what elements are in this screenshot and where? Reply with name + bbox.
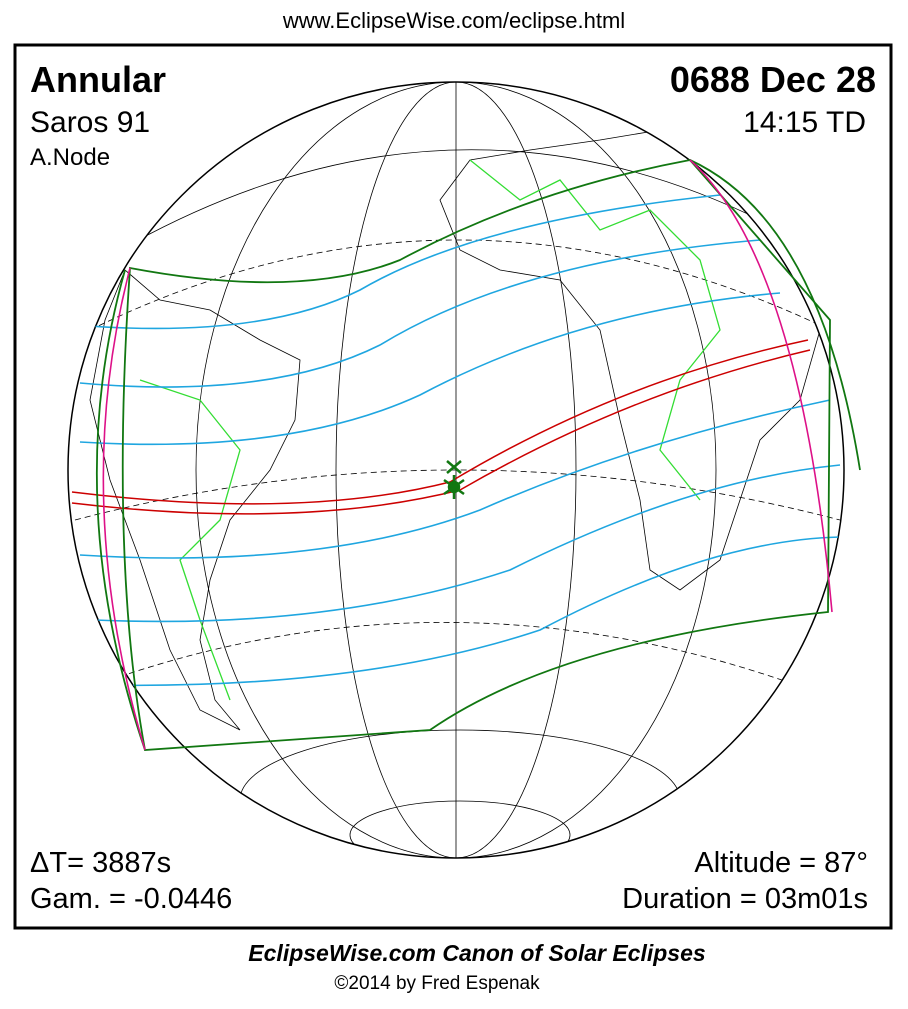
time: 14:15 TD: [743, 106, 866, 139]
delta-t: ΔT= 3887s: [30, 847, 171, 879]
url: www.EclipseWise.com/eclipse.html: [282, 8, 625, 33]
footer-title: EclipseWise.com Canon of Solar Eclipses: [248, 940, 705, 966]
rise-set-curves: [102, 159, 833, 751]
footer-credit: ©2014 by Fred Espenak: [334, 973, 540, 994]
gamma: Gam. = -0.0446: [30, 883, 232, 915]
limits: [95, 159, 861, 751]
date: 0688 Dec 28: [670, 59, 876, 100]
penumbral-lines: [74, 194, 841, 687]
node: A.Node: [30, 144, 110, 171]
altitude: Altitude = 87°: [694, 847, 868, 879]
saros: Saros 91: [30, 106, 150, 139]
duration: Duration = 03m01s: [622, 883, 868, 915]
greatest-eclipse: [443, 460, 465, 499]
eclipse-type: Annular: [30, 59, 166, 100]
